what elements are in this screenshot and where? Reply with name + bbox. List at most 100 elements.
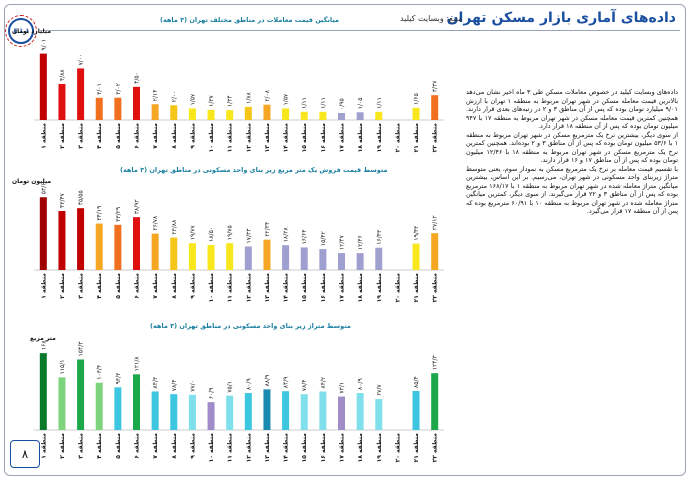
data-label: ۵۳/۶۰	[40, 180, 47, 194]
data-label: ۶۰/۹	[208, 387, 215, 399]
bar	[356, 253, 364, 270]
category-label: منطقه ۶	[134, 433, 141, 459]
category-label: منطقه ۲۰	[394, 273, 401, 303]
data-label: ۴۵/۵۵	[78, 190, 85, 205]
bar	[226, 110, 234, 120]
bar	[151, 233, 159, 270]
category-label: منطقه ۲۱	[413, 273, 420, 303]
category-label: منطقه ۱۲	[245, 123, 252, 153]
category-label: منطقه ۲۲	[432, 273, 439, 303]
chart-3-title: متوسط متراژ زیر بنای واحد مسکونی در مناط…	[150, 322, 351, 330]
category-label: منطقه ۱۸	[357, 273, 364, 303]
data-label: ۱۵/۴۲	[320, 231, 327, 246]
bar	[431, 233, 439, 270]
category-label: منطقه ۲۰	[394, 123, 401, 153]
chart-2-unit: میلیون تومان	[12, 178, 52, 185]
category-label: منطقه ۱۴	[283, 123, 290, 153]
category-label: منطقه ۳	[78, 273, 85, 299]
data-label: ۲۷/۱۲	[432, 215, 439, 230]
category-label: منطقه ۵	[115, 123, 122, 149]
category-label: منطقه ۱۷	[339, 273, 346, 303]
bar	[170, 237, 178, 270]
bar	[226, 243, 234, 270]
data-label: ۲۶/۷۸	[152, 215, 159, 231]
data-label: ۸۸/۹	[264, 375, 271, 387]
page-frame	[4, 4, 686, 476]
data-label: ۸۴/۹	[283, 376, 290, 388]
paragraph-3: با تقسیم قیمت معامله بر نرخ یک مترمربع م…	[466, 164, 679, 216]
category-label: منطقه ۱۵	[301, 433, 308, 463]
category-label: منطقه ۱۷	[339, 123, 346, 153]
data-label: ۳۳/۲۹	[115, 207, 122, 222]
data-label: ۴۳/۴۷	[59, 192, 66, 208]
category-label: منطقه ۳	[78, 123, 85, 149]
data-label: ۱۲۱/۸	[134, 356, 141, 372]
bar	[188, 394, 196, 430]
bar	[58, 211, 66, 270]
data-label: ۱۶/۶۴	[301, 229, 308, 244]
bar	[114, 97, 122, 120]
bar	[319, 249, 327, 270]
category-label: منطقه ۹	[189, 433, 196, 459]
data-label: ۷/۰۰	[78, 54, 85, 66]
bar	[338, 113, 345, 120]
data-label: ۷۳/۱	[339, 382, 346, 394]
data-label: ۹/۰۱	[40, 39, 47, 51]
data-label: ۰/۹۵	[339, 98, 346, 110]
category-label: منطقه ۱۶	[320, 123, 327, 153]
category-label: منطقه ۱	[40, 123, 47, 149]
data-label: ۱/۵۷	[283, 93, 290, 105]
data-label: ۲/۱۴	[152, 90, 159, 102]
data-label: ۲/۰۰	[171, 91, 178, 103]
analysis-text: داده‌های وبسایت کیلید در خصوص معاملات مس…	[466, 88, 678, 216]
bar	[151, 104, 159, 120]
category-label: منطقه ۷	[152, 273, 159, 299]
data-label: ۸۰/۹	[357, 378, 364, 390]
bar	[39, 53, 47, 120]
category-label: منطقه ۱۵	[301, 273, 308, 303]
category-label: منطقه ۲۱	[413, 433, 420, 463]
bar	[170, 394, 178, 430]
page-title: داده‌های آماری بازار مسکن تهران	[446, 10, 676, 26]
bar	[244, 106, 252, 120]
bar	[263, 239, 271, 270]
category-label: منطقه ۲	[59, 433, 66, 459]
data-label: ۳/۰۱	[96, 83, 103, 95]
data-label: ۱۲/۴۶	[357, 235, 364, 250]
data-label: ۱۱۵/۱	[59, 359, 66, 374]
data-label: ۱/۱۱	[376, 97, 383, 109]
category-label: منطقه ۱۰	[208, 273, 215, 303]
data-label: ۱۸/۲۸	[283, 227, 290, 243]
data-label: ۱۹/۴۳	[413, 225, 420, 241]
category-label: منطقه ۲۰	[394, 433, 401, 463]
bar	[300, 111, 308, 120]
category-label: منطقه ۱۵	[301, 123, 308, 153]
chart-3-unit: متر مربع	[30, 335, 56, 342]
bar	[95, 97, 103, 120]
bar	[77, 208, 85, 270]
logo: E.L.I	[8, 18, 34, 44]
data-label: ۱۹/۷۵	[227, 225, 234, 240]
category-label: منطقه ۱۸	[357, 123, 364, 153]
category-label: منطقه ۴	[96, 273, 103, 299]
bar	[226, 395, 234, 430]
bar	[77, 68, 85, 120]
bar	[151, 391, 159, 430]
category-label: منطقه ۶	[134, 123, 141, 149]
category-label: منطقه ۱۱	[227, 273, 234, 303]
category-label: منطقه ۱۸	[357, 433, 364, 463]
data-label: ۲۲/۳۴	[264, 222, 271, 237]
category-label: منطقه ۱۰	[208, 123, 215, 153]
data-label: ۱/۱۱	[320, 97, 327, 109]
bar	[244, 393, 252, 430]
data-label: ۱/۵۷	[189, 93, 196, 105]
category-label: منطقه ۳	[78, 433, 85, 459]
data-label: ۳۴/۱۹	[96, 206, 103, 221]
bar	[133, 374, 140, 430]
data-label: ۱/۳۷	[208, 94, 215, 106]
category-label: منطقه ۱۷	[339, 433, 346, 463]
bar	[58, 84, 66, 120]
data-label: ۴/۵۰	[134, 72, 141, 84]
data-label: ۷۸/۴	[301, 379, 308, 391]
category-label: منطقه ۱۳	[264, 123, 271, 153]
